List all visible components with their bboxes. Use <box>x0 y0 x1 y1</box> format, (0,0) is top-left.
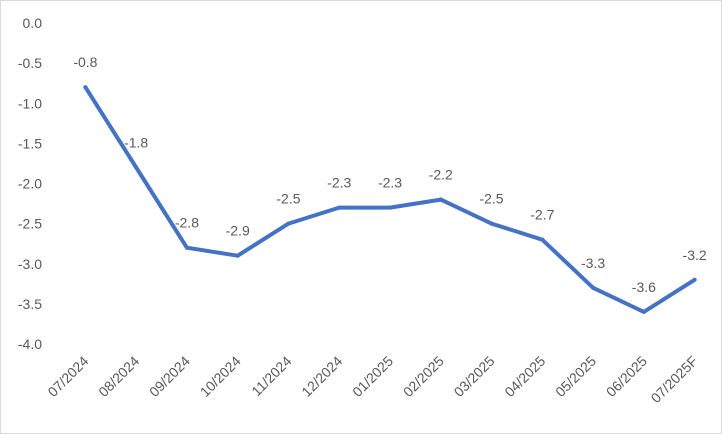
x-tick-label: 02/2025 <box>400 353 447 400</box>
x-tick-label: 09/2024 <box>146 353 193 400</box>
data-point <box>83 85 88 90</box>
x-tick-label: 05/2025 <box>552 353 599 400</box>
data-label: -2.2 <box>429 167 453 183</box>
y-tick-label: 0.0 <box>23 15 43 31</box>
x-tick-label: 11/2024 <box>248 353 295 400</box>
data-point <box>134 165 139 170</box>
series-group <box>83 85 697 314</box>
data-label: -2.7 <box>530 207 554 223</box>
y-tick-label: -4.0 <box>18 336 42 352</box>
data-label: -2.9 <box>226 223 250 239</box>
data-labels: -0.8 -1.8 -2.8 -2.9 -2.5 -2.3 -2.3 -2.2 -2.5 -2.7… <box>73 54 707 295</box>
y-axis-ticks: 0.0 -0.5 -1.0 -1.5 -2.0 -2.5 -3.0 -3.5 -4.0 <box>18 15 42 352</box>
x-tick-label: 08/2024 <box>95 353 142 400</box>
y-tick-label: -1.0 <box>18 95 42 111</box>
data-point <box>540 237 545 242</box>
data-point <box>235 253 240 258</box>
x-tick-label: 07/2025F <box>648 353 701 406</box>
data-label: -2.5 <box>479 191 503 207</box>
data-label: -2.3 <box>378 175 402 191</box>
data-label: -2.3 <box>327 175 351 191</box>
x-tick-label: 07/2024 <box>44 353 91 400</box>
y-tick-label: -0.5 <box>18 55 42 71</box>
x-tick-label: 03/2025 <box>451 353 498 400</box>
data-label: -0.8 <box>73 54 97 70</box>
y-tick-label: -2.0 <box>18 176 42 192</box>
x-tick-label: 01/2025 <box>349 353 396 400</box>
data-label: -2.8 <box>175 215 199 231</box>
series-line <box>83 85 697 314</box>
y-tick-label: -2.5 <box>18 216 42 232</box>
data-point <box>337 205 342 210</box>
data-label: -1.8 <box>124 134 148 150</box>
data-point <box>388 205 392 210</box>
x-tick-label: 06/2025 <box>603 353 650 400</box>
data-point <box>591 285 596 290</box>
y-tick-label: -3.0 <box>18 256 42 272</box>
data-label: -3.2 <box>683 247 707 263</box>
data-point <box>489 221 494 226</box>
x-tick-label: 04/2025 <box>501 353 548 400</box>
data-point <box>184 245 189 250</box>
data-label: -2.5 <box>276 191 300 207</box>
data-point <box>438 197 443 202</box>
x-axis-ticks: 07/2024 08/2024 09/2024 10/2024 11/2024 12/20… <box>44 353 700 406</box>
y-tick-label: -1.5 <box>18 135 42 151</box>
data-point <box>641 309 646 314</box>
data-label: -3.3 <box>581 255 605 271</box>
x-tick-label: 10/2024 <box>197 353 244 400</box>
x-tick-label: 12/2024 <box>298 353 345 400</box>
y-tick-label: -3.5 <box>18 296 42 312</box>
data-point <box>286 221 291 226</box>
data-label: -3.6 <box>632 279 656 295</box>
data-point <box>692 277 697 282</box>
